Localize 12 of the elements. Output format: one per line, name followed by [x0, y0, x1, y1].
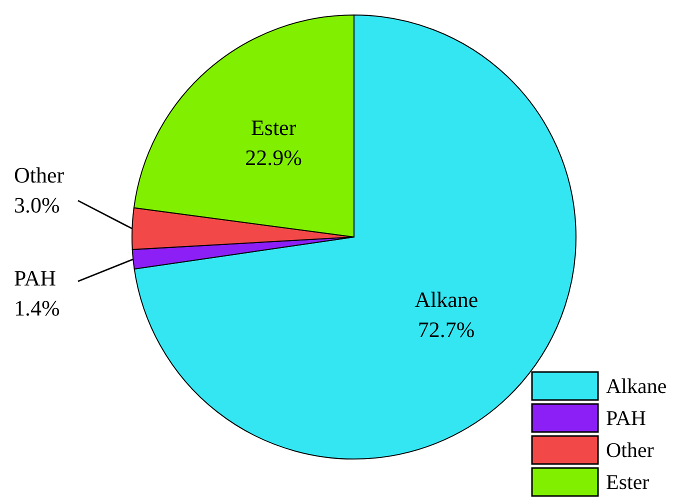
slice-label: Ester	[250, 115, 297, 140]
legend-label: Ester	[606, 470, 650, 494]
legend-label: Alkane	[606, 374, 667, 398]
legend-label: Other	[606, 438, 654, 462]
data-label: 22.9%	[245, 145, 302, 170]
data-label: 3.0%	[14, 192, 60, 218]
data-label: 72.7%	[418, 316, 475, 342]
slice-label: Alkane	[414, 286, 478, 312]
legend-label: PAH	[606, 406, 646, 430]
data-label: 1.4%	[14, 295, 60, 320]
slice-label: PAH	[14, 265, 56, 290]
slice-label: Other	[14, 162, 65, 188]
